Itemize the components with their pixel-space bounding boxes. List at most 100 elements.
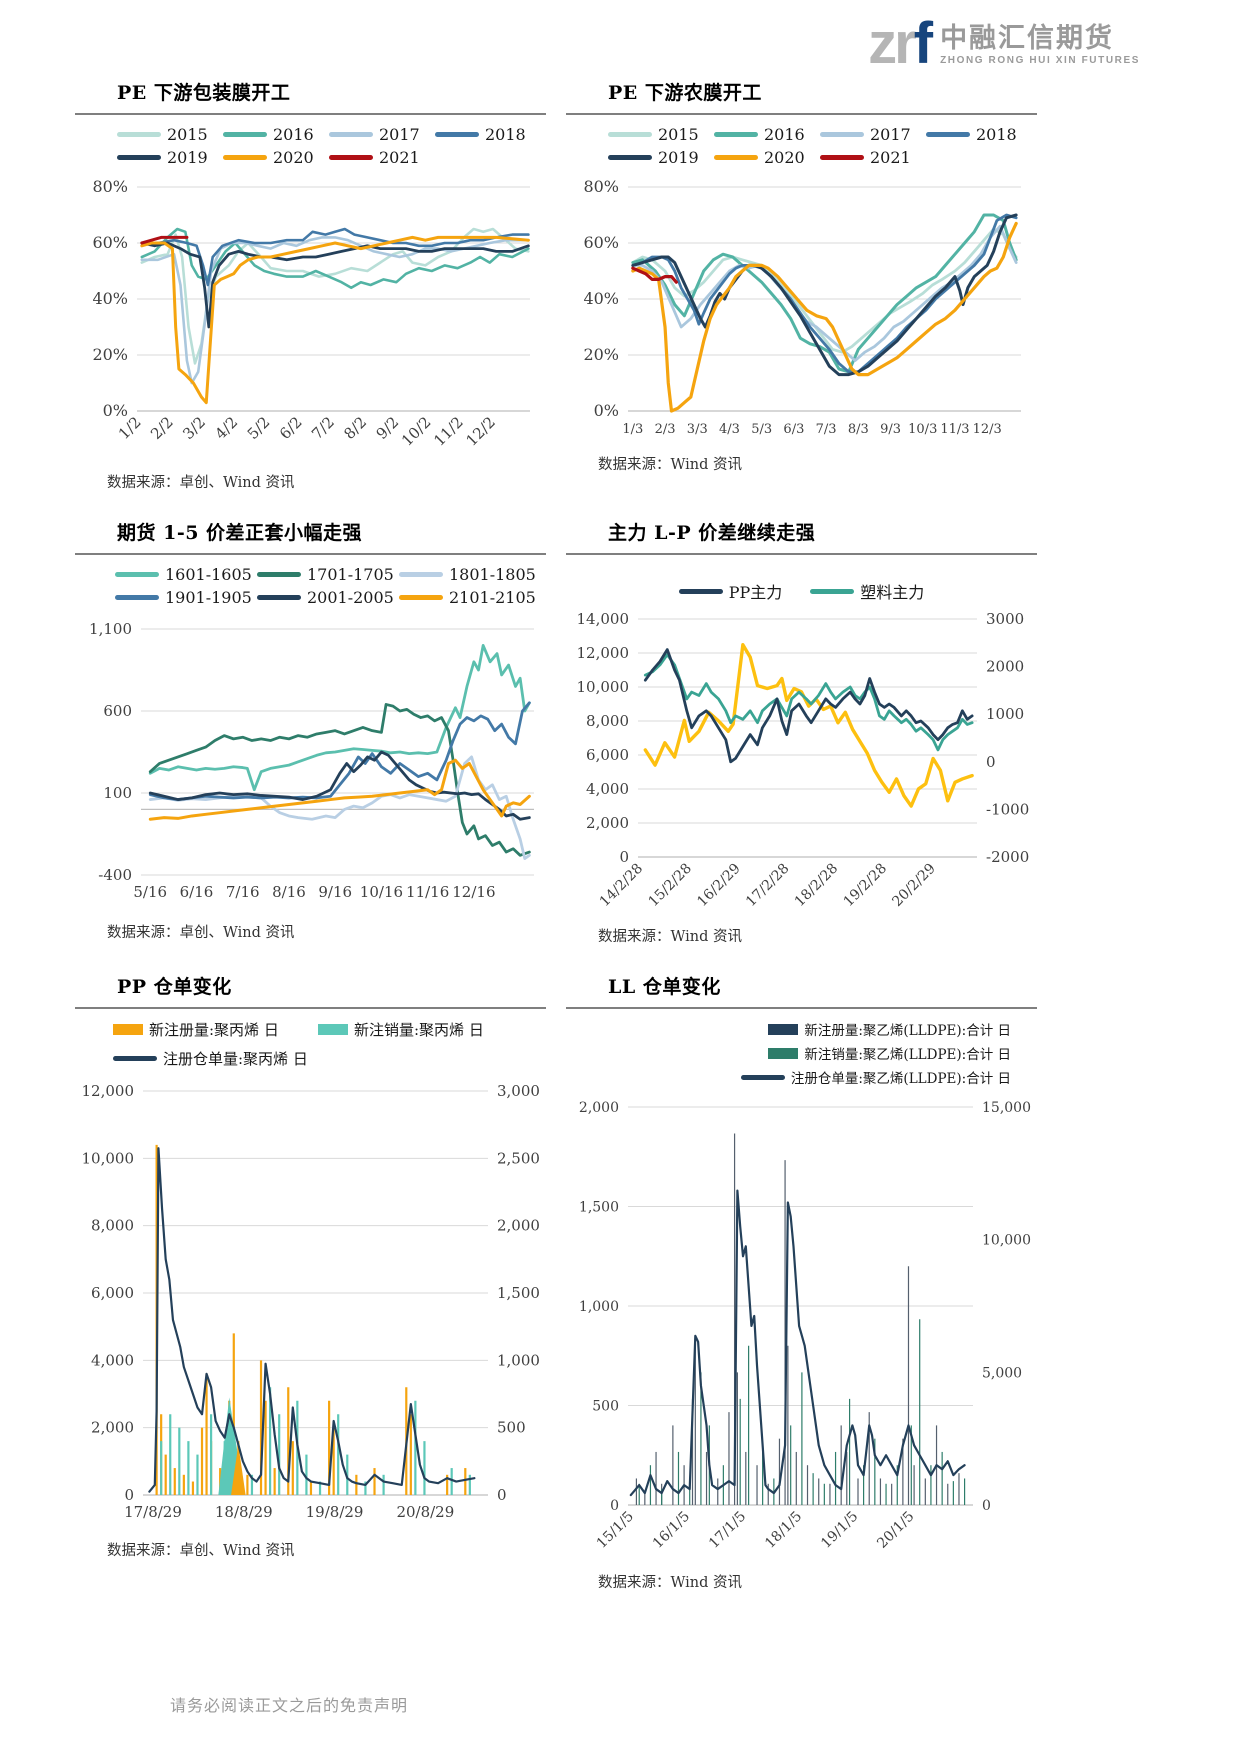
legend-swatch xyxy=(678,588,723,594)
data-source: 数据来源：卓创、Wind 资讯 xyxy=(107,925,295,941)
svg-text:2/2: 2/2 xyxy=(147,413,177,443)
legend-swatch xyxy=(820,155,864,160)
svg-text:60%: 60% xyxy=(583,233,619,252)
legend-swatch xyxy=(318,1024,348,1035)
legend-label: 2019 xyxy=(167,148,208,167)
legend-item: 2015 xyxy=(117,125,223,144)
brand-name-en: ZHONG RONG HUI XIN FUTURES xyxy=(940,54,1140,66)
legend-item: 注册仓单量:聚丙烯 日 xyxy=(113,1048,318,1069)
svg-text:1,100: 1,100 xyxy=(89,620,132,638)
svg-text:17/1/5: 17/1/5 xyxy=(706,1509,749,1552)
svg-text:80%: 80% xyxy=(583,177,619,196)
svg-text:6,000: 6,000 xyxy=(586,746,629,764)
legend-item: 2016 xyxy=(714,125,820,144)
svg-text:4/3: 4/3 xyxy=(719,422,740,437)
svg-text:7/2: 7/2 xyxy=(308,413,338,443)
legend-swatch xyxy=(329,132,373,137)
svg-text:0: 0 xyxy=(124,1486,134,1504)
svg-text:0: 0 xyxy=(497,1486,507,1504)
chart-legend: 1601-1605 1701-1705 1801-1805 1901-1905 2001… xyxy=(75,565,546,611)
svg-text:1,500: 1,500 xyxy=(579,1200,619,1216)
svg-text:20/8/29: 20/8/29 xyxy=(396,1503,454,1521)
title-divider xyxy=(566,113,1037,115)
legend-item: 2001-2005 xyxy=(257,588,399,607)
legend-item: 新注册量:聚乙烯(LLDPE):合计 日 xyxy=(768,1019,1011,1039)
legend-item: 2021 xyxy=(820,148,926,167)
legend-label: 2021 xyxy=(870,148,911,167)
legend-label: 2020 xyxy=(764,148,805,167)
svg-text:6/16: 6/16 xyxy=(180,883,214,901)
logo-zr-text: zr xyxy=(868,10,917,76)
svg-text:11/16: 11/16 xyxy=(406,883,449,901)
pp-warehouse-receipts-chart: 0 2,000 4,000 6,000 8,000 10,000 12,000 0 500 1,0… xyxy=(82,1082,540,1521)
legend-label: 新注册量:聚丙烯 日 xyxy=(149,1021,279,1039)
title-divider xyxy=(75,553,546,555)
charts-grid: PE 下游包装膜开工 2015 2016 2017 2018 2019 2020 2021 … xyxy=(75,78,1037,1592)
legend-item: 新注册量:聚丙烯 日 xyxy=(113,1019,318,1040)
legend-swatch xyxy=(329,155,373,160)
svg-text:2/3: 2/3 xyxy=(655,422,676,437)
svg-text:-2000: -2000 xyxy=(986,848,1029,866)
legend-swatch xyxy=(223,155,267,160)
chart-block-pp-warehouse-receipts: PP 仓单变化 新注册量:聚丙烯 日新注销量:聚丙烯 日注册仓单量:聚丙烯 日 … xyxy=(75,972,546,1592)
futures-1-5-spread-chart: -400 100 600 1,100 5/16 6/16 7/16 8/16 9/16 10/16… xyxy=(89,620,534,901)
legend-swatch xyxy=(117,155,161,160)
legend-label: 2015 xyxy=(658,125,699,144)
svg-text:10,000: 10,000 xyxy=(577,678,630,696)
data-source: 数据来源：Wind 资讯 xyxy=(598,929,743,945)
legend-label: 新注销量:聚乙烯(LLDPE):合计 日 xyxy=(804,1047,1011,1063)
legend-label: 2016 xyxy=(273,125,314,144)
svg-text:80%: 80% xyxy=(92,177,128,196)
svg-text:18/1/5: 18/1/5 xyxy=(762,1509,805,1552)
disclaimer-notice: 请务必阅读正文之后的免责声明 xyxy=(170,1696,409,1715)
svg-text:100: 100 xyxy=(103,784,132,802)
legend-label: 塑料主力 xyxy=(860,583,925,602)
legend-item: 2017 xyxy=(820,125,926,144)
legend-item: 1801-1805 xyxy=(399,565,541,584)
svg-text:14,000: 14,000 xyxy=(577,610,630,628)
legend-item: 2019 xyxy=(117,148,223,167)
legend-swatch xyxy=(435,132,479,137)
pe-packaging-film-chart: 0%20%40%60%80%1/2 2/2 3/2 4/2 5/2 6/2 7/2 8/2 9/… xyxy=(92,177,530,450)
svg-text:8/16: 8/16 xyxy=(272,883,306,901)
chart-legend: 新注册量:聚乙烯(LLDPE):合计 日新注销量:聚乙烯(LLDPE):合计 日… xyxy=(566,1019,1037,1091)
svg-text:5,000: 5,000 xyxy=(982,1365,1022,1381)
legend-item: 2019 xyxy=(608,148,714,167)
svg-text:7/3: 7/3 xyxy=(816,422,837,437)
legend-item: 塑料主力 xyxy=(810,579,924,603)
svg-text:60%: 60% xyxy=(92,233,128,252)
company-logo: zrf 中融汇信期货 ZHONG RONG HUI XIN FUTURES xyxy=(868,14,1140,72)
svg-text:3/2: 3/2 xyxy=(179,413,209,443)
chart-legend: PP主力 塑料主力 xyxy=(566,579,1037,603)
svg-text:7/16: 7/16 xyxy=(226,883,260,901)
svg-text:1,000: 1,000 xyxy=(579,1299,619,1315)
data-source: 数据来源：卓创、Wind 资讯 xyxy=(107,1543,295,1559)
svg-text:3000: 3000 xyxy=(986,610,1024,628)
legend-item: 2018 xyxy=(926,125,1032,144)
legend-label: 新注销量:聚丙烯 日 xyxy=(354,1021,484,1039)
svg-text:11/2: 11/2 xyxy=(430,413,467,450)
svg-text:3/3: 3/3 xyxy=(687,422,708,437)
logo-f-text: f xyxy=(913,10,933,76)
legend-swatch xyxy=(115,572,159,577)
legend-item: 1901-1905 xyxy=(115,588,257,607)
svg-text:12/2: 12/2 xyxy=(462,413,499,450)
svg-text:0%: 0% xyxy=(103,401,128,420)
legend-swatch xyxy=(608,132,652,137)
legend-swatch xyxy=(810,588,855,594)
chart-block-pe-agri-film: PE 下游农膜开工 2015 2016 2017 2018 2019 2020 2021 0… xyxy=(566,78,1037,492)
legend-swatch xyxy=(257,572,301,577)
svg-text:2,000: 2,000 xyxy=(579,1100,619,1116)
svg-text:15/2/28: 15/2/28 xyxy=(645,861,694,910)
svg-text:19/8/29: 19/8/29 xyxy=(306,1503,364,1521)
svg-text:20%: 20% xyxy=(583,345,619,364)
legend-label: 1701-1705 xyxy=(307,565,394,584)
svg-text:9/16: 9/16 xyxy=(318,883,352,901)
svg-text:2,000: 2,000 xyxy=(497,1217,540,1235)
svg-text:2,000: 2,000 xyxy=(91,1419,134,1437)
chart-block-lp-spread: 主力 L-P 价差继续走强 PP主力 塑料主力 0 2,000 4,000 6,000 8… xyxy=(566,518,1037,946)
legend-item: 2020 xyxy=(223,148,329,167)
legend-swatch xyxy=(714,132,758,137)
svg-text:10,000: 10,000 xyxy=(982,1233,1031,1249)
